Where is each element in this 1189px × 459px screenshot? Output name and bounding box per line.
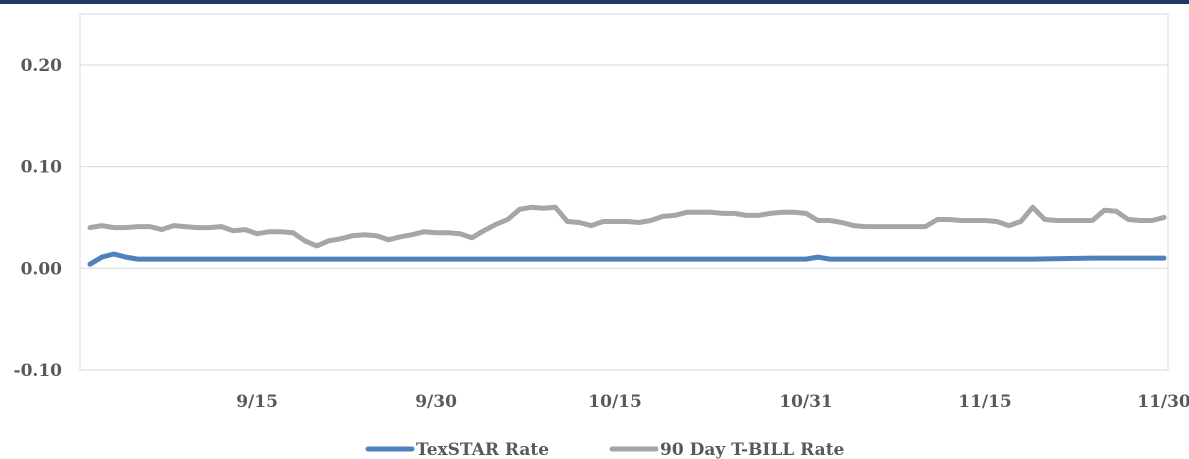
x-tick-label: 10/15 [588, 392, 642, 412]
legend-item-t-bill-rate: 90 Day T-BILL Rate [660, 440, 845, 459]
x-tick-label: 9/15 [236, 392, 278, 412]
series-line-texstar-rate [87, 251, 1167, 267]
top-border-bar [0, 0, 1189, 4]
series-lines [87, 204, 1167, 267]
x-tick-label: 10/31 [779, 392, 833, 412]
series-line-t-bill-rate [87, 204, 1167, 249]
plot-area [79, 13, 1169, 371]
y-tick-label: -0.10 [14, 361, 63, 381]
y-tick-label: 0.10 [21, 158, 63, 178]
y-tick-label: 0.20 [21, 56, 63, 76]
x-tick-label: 11/30 [1137, 392, 1189, 412]
x-tick-label: 9/30 [415, 392, 457, 412]
x-tick-label: 11/15 [958, 392, 1012, 412]
x-axis-ticks: 9/15 9/30 10/15 10/31 11/15 11/30 [236, 392, 1189, 412]
gridlines [80, 64, 1168, 269]
y-tick-label: 0.00 [21, 259, 63, 279]
y-axis-ticks: 0.20 0.10 0.00 -0.10 [14, 56, 63, 381]
legend: TexSTAR Rate 90 Day T-BILL Rate [365, 440, 845, 459]
legend-item-texstar-rate: TexSTAR Rate [416, 440, 549, 459]
